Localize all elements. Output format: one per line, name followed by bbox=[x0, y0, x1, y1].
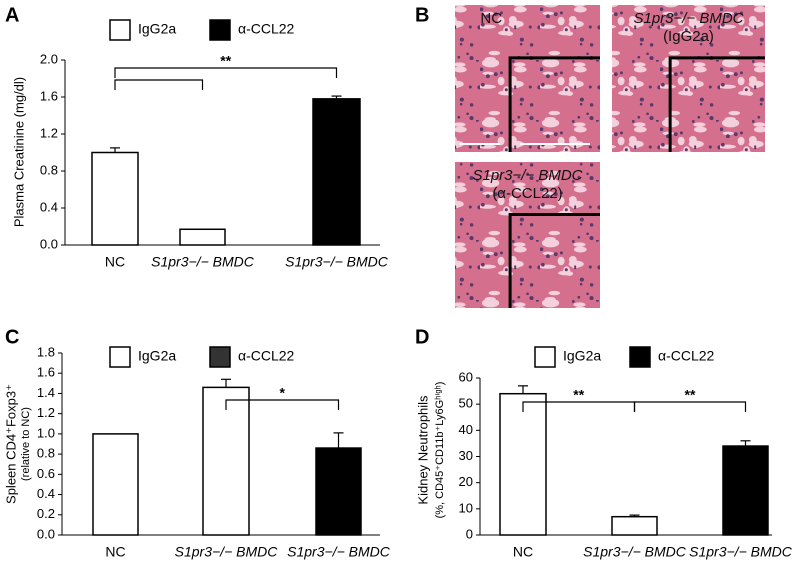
x-tick-label: S1pr3−/− BMDC bbox=[583, 544, 687, 560]
y-tick-label: 2.0 bbox=[40, 51, 58, 66]
y-tick-label: 0.4 bbox=[40, 199, 58, 214]
y-tick-label: 20 bbox=[459, 474, 473, 489]
legend-label: α-CCL22 bbox=[238, 21, 295, 37]
y-tick-label: 0.0 bbox=[40, 236, 58, 251]
y-tick-label: 1.4 bbox=[37, 385, 55, 400]
x-tick-label: S1pr3−/− BMDC bbox=[287, 544, 391, 560]
inset-border bbox=[508, 56, 600, 152]
significance-bracket bbox=[225, 399, 340, 410]
x-tick-label: NC bbox=[105, 544, 125, 560]
histology-image bbox=[455, 162, 600, 308]
error-bar bbox=[629, 514, 640, 517]
y-tick-label: 0.2 bbox=[37, 506, 55, 521]
panel-label: B bbox=[415, 4, 429, 26]
legend-swatch bbox=[209, 19, 231, 41]
histology-image bbox=[612, 5, 765, 152]
panel-label: C bbox=[5, 326, 19, 348]
bar bbox=[179, 228, 226, 246]
bar bbox=[202, 386, 250, 536]
x-tick-label: S1pr3−/− BMDC bbox=[175, 544, 279, 560]
legend-swatch bbox=[109, 19, 131, 41]
x-tick-label: NC bbox=[105, 254, 125, 270]
y-tick-label: 0.0 bbox=[37, 526, 55, 541]
inset-border bbox=[508, 213, 600, 308]
y-axis-label: Kidney Neutrophils bbox=[415, 395, 430, 505]
significance-bracket bbox=[114, 67, 338, 78]
panel-label: A bbox=[5, 4, 19, 26]
significance-bracket bbox=[114, 79, 204, 90]
bar bbox=[312, 98, 361, 246]
y-tick-label: 1.6 bbox=[37, 365, 55, 380]
y-tick-label: 0.4 bbox=[37, 486, 55, 501]
y-tick-label: 10 bbox=[459, 500, 473, 515]
y-tick-label: 1.8 bbox=[37, 344, 55, 359]
significance-label: ** bbox=[685, 387, 696, 403]
bar bbox=[722, 445, 769, 536]
significance-bracket bbox=[633, 401, 747, 412]
y-tick-label: 1.6 bbox=[40, 88, 58, 103]
y-tick-label: 1.2 bbox=[40, 125, 58, 140]
y-tick-label: 1.0 bbox=[37, 425, 55, 440]
x-tick-label: S1pr3−/− BMDC bbox=[689, 544, 793, 560]
legend-label: α-CCL22 bbox=[238, 348, 295, 364]
y-tick-label: 1.2 bbox=[37, 405, 55, 420]
legend-label: IgG2a bbox=[138, 21, 176, 37]
error-bar bbox=[331, 95, 342, 99]
error-bar bbox=[518, 385, 528, 394]
y-axis-label: (relative to NC) bbox=[20, 407, 32, 481]
image-label: (α-CCL22) bbox=[492, 185, 562, 202]
image-label: (IgG2a) bbox=[663, 28, 714, 45]
panel-label: D bbox=[415, 326, 429, 348]
histology-image bbox=[455, 5, 600, 152]
error-bar bbox=[221, 378, 231, 388]
legend-swatch bbox=[629, 346, 651, 368]
bar bbox=[92, 433, 139, 536]
x-tick-label: S1pr3−/− BMDC bbox=[285, 254, 389, 270]
x-tick-label: S1pr3−/− BMDC bbox=[151, 254, 255, 270]
y-tick-label: 60 bbox=[459, 369, 473, 384]
error-bar bbox=[333, 432, 344, 449]
y-tick-label: 0.6 bbox=[37, 466, 55, 481]
significance-label: * bbox=[280, 385, 286, 401]
y-axis-label: Spleen CD4⁺Foxp3⁺ bbox=[3, 384, 18, 504]
y-axis-label: Plasma Creatinine (mg/dl) bbox=[11, 77, 26, 227]
bar bbox=[315, 447, 362, 536]
legend-label: IgG2a bbox=[138, 348, 176, 364]
image-label: NC bbox=[480, 10, 502, 27]
x-tick-label: NC bbox=[513, 544, 533, 560]
image-label: S1pr3−/− BMDC bbox=[472, 167, 582, 184]
y-axis-label: (%, CD45⁺CD11b⁺Ly6Gʰⁱᵍʰ) bbox=[434, 382, 446, 519]
inset-border bbox=[668, 56, 765, 152]
error-bar bbox=[740, 440, 751, 447]
bar bbox=[611, 515, 658, 536]
y-tick-label: 0.8 bbox=[37, 446, 55, 461]
significance-label: ** bbox=[220, 53, 231, 69]
image-label: S1pr3−/− BMDC bbox=[633, 10, 743, 27]
legend-label: IgG2a bbox=[563, 348, 601, 364]
y-tick-label: 0 bbox=[466, 526, 473, 541]
legend-swatch bbox=[209, 346, 231, 368]
bar bbox=[499, 392, 547, 536]
legend-swatch bbox=[109, 346, 131, 368]
y-tick-label: 0.8 bbox=[40, 162, 58, 177]
legend-label: α-CCL22 bbox=[658, 348, 715, 364]
y-tick-label: 30 bbox=[459, 448, 473, 463]
bar bbox=[91, 151, 139, 246]
significance-label: ** bbox=[573, 387, 584, 403]
legend-swatch bbox=[534, 346, 556, 368]
error-bar bbox=[110, 147, 120, 153]
y-tick-label: 50 bbox=[459, 396, 473, 411]
y-tick-label: 40 bbox=[459, 422, 473, 437]
